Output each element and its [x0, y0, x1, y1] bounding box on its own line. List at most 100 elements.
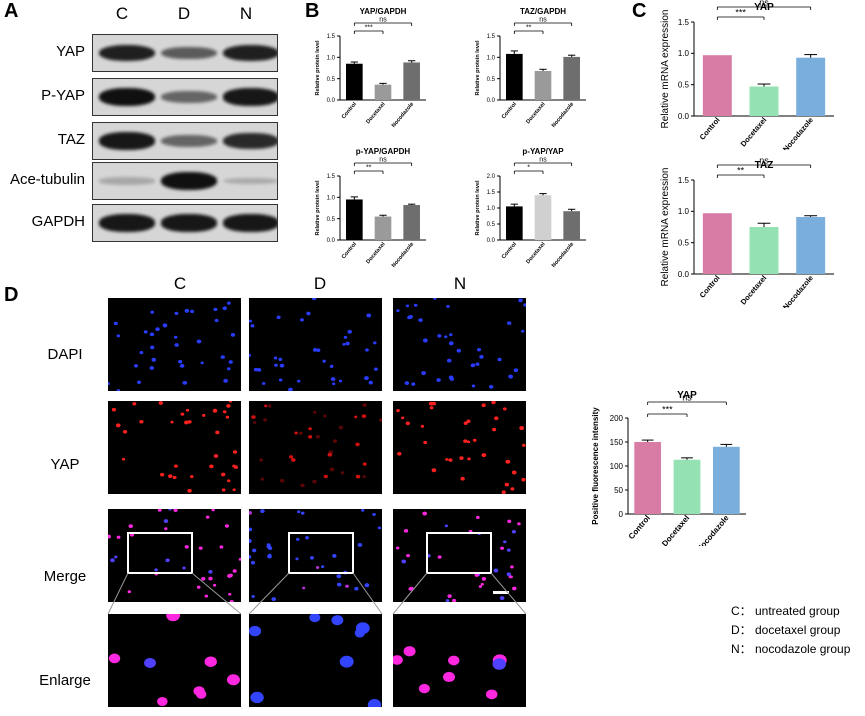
bar — [749, 86, 779, 116]
nucleus — [223, 378, 228, 383]
category-label: Docetaxel — [739, 274, 769, 307]
significance-label: *** — [662, 405, 673, 415]
nucleus — [267, 553, 272, 557]
nucleus — [155, 327, 160, 332]
bar — [563, 211, 580, 240]
blot-band — [161, 91, 217, 103]
nucleus — [444, 524, 448, 528]
nucleus — [300, 511, 305, 515]
nucleus — [300, 318, 304, 322]
western-blot-panel: C D N YAP P-YAP TAZ Ace-tubulin GAPDH — [0, 0, 300, 250]
nucleus — [115, 423, 121, 428]
nucleus — [507, 519, 512, 523]
y-tick-label: 0.5 — [327, 77, 336, 83]
nucleus — [298, 431, 303, 435]
nucleus — [313, 410, 317, 414]
significance-label: ns — [682, 393, 692, 403]
nucleus — [327, 452, 333, 457]
nucleus — [497, 357, 502, 362]
nucleus — [362, 462, 367, 466]
blot-label: YAP — [56, 43, 85, 60]
nucleus — [165, 558, 170, 563]
nucleus — [278, 378, 283, 382]
nucleus — [322, 359, 326, 363]
nucleus — [480, 582, 484, 586]
nucleus — [448, 655, 460, 666]
blot-band — [99, 44, 155, 62]
blot-band — [161, 135, 217, 147]
y-tick-label: 0 — [619, 510, 624, 519]
nucleus — [159, 472, 165, 477]
nucleus — [361, 509, 365, 512]
significance-label: ns — [379, 17, 387, 24]
y-axis-label: Relative mRNA expression — [660, 10, 671, 129]
row-label-merge: Merge — [43, 568, 87, 585]
nucleus — [185, 408, 190, 412]
nucleus — [295, 537, 300, 541]
nucleus — [406, 553, 411, 558]
category-label: Nocodazole — [781, 116, 815, 150]
nucleus — [215, 430, 220, 435]
nucleus — [157, 509, 162, 512]
nucleus — [421, 371, 426, 376]
nucleus — [213, 454, 219, 458]
nucleus — [365, 348, 369, 352]
chart-title: YAP — [677, 390, 697, 401]
nucleus — [132, 402, 137, 406]
nucleus — [459, 456, 464, 460]
nucleus — [300, 483, 305, 488]
micrograph-merge — [108, 509, 241, 602]
nucleus — [506, 548, 511, 552]
blot-band — [223, 88, 277, 106]
nucleus — [184, 308, 190, 313]
nucleus — [488, 384, 494, 389]
y-tick-label: 0.0 — [327, 238, 336, 244]
y-tick-label: 0.5 — [487, 77, 496, 83]
nucleus — [202, 413, 206, 417]
panel-letter-c: C — [632, 0, 647, 22]
significance-label: ** — [366, 165, 372, 172]
micrograph-dapi — [393, 298, 526, 391]
nucleus — [347, 329, 352, 334]
nucleus — [309, 614, 321, 623]
blot-band — [223, 132, 277, 150]
panel-letter-a: A — [4, 0, 19, 22]
nucleus — [367, 699, 382, 707]
micrograph-enlarge — [249, 614, 382, 707]
category-label: Control — [698, 274, 722, 300]
nucleus — [445, 458, 449, 461]
nucleus — [511, 529, 516, 534]
microscopy-panel: C D N DAPI YAP Merge Enlarge — [0, 270, 560, 716]
nucleus — [521, 443, 526, 447]
nucleus — [493, 568, 499, 573]
bar — [346, 199, 363, 240]
category-label: Docetaxel — [365, 101, 387, 125]
blot-band — [99, 88, 155, 106]
nucleus — [422, 338, 428, 343]
y-tick-label: 0.5 — [327, 217, 336, 223]
bar — [712, 446, 740, 514]
bar — [702, 55, 732, 116]
category-label: Control — [341, 101, 358, 120]
nucleus — [401, 416, 405, 420]
nucleus — [329, 364, 334, 368]
chart-title: p-YAP/YAP — [522, 147, 564, 156]
nucleus — [208, 576, 213, 581]
y-tick-label: 0.0 — [678, 270, 690, 279]
nucleus — [481, 453, 487, 458]
legend-nocodazole: N： nocodazole group — [731, 642, 851, 656]
nucleus — [137, 380, 141, 384]
chart-taz-gapdh: TAZ/GAPDH Relative protein level 0.0 0.5 1.0… — [475, 7, 586, 129]
nucleus — [172, 475, 177, 480]
nucleus — [308, 435, 313, 439]
nucleus — [309, 556, 314, 560]
nucleus — [316, 348, 321, 352]
nucleus — [230, 333, 236, 337]
nucleus — [196, 689, 207, 699]
nucleus — [168, 509, 172, 511]
category-label: Docetaxel — [525, 241, 547, 265]
nucleus — [111, 407, 117, 412]
nucleus — [377, 526, 382, 530]
nucleus — [121, 457, 126, 461]
nucleus — [198, 546, 203, 550]
